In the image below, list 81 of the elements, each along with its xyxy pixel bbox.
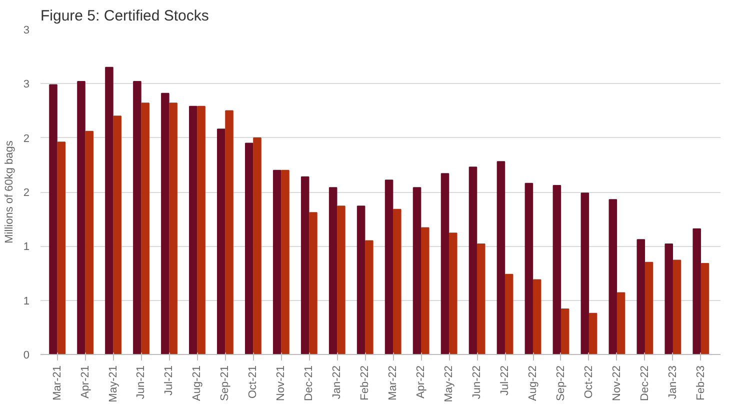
x-tick-label: Jul-21: [163, 365, 176, 396]
bar: [189, 106, 198, 354]
bar: [244, 142, 254, 354]
bar: [328, 187, 338, 354]
y-tick-label: 1: [23, 295, 30, 308]
x-tick-label: Jun-21: [135, 365, 148, 400]
bar: [161, 92, 170, 354]
x-tick-label: Feb-22: [359, 365, 372, 400]
x-tick-label: Oct-22: [582, 365, 595, 399]
x-tick-label: Sep-22: [554, 365, 567, 401]
bar: [692, 228, 701, 354]
x-tick-label: Jan-23: [666, 365, 679, 400]
bar: [636, 239, 646, 354]
bar: [384, 180, 394, 354]
y-tick-label: 0: [23, 350, 30, 362]
x-tick-label: Apr-22: [415, 365, 428, 399]
x-tick-label: Feb-23: [694, 365, 707, 400]
bar: [281, 170, 290, 354]
bar: [476, 244, 486, 354]
bar: [532, 279, 542, 354]
bar: [356, 206, 366, 354]
y-tick-label: 3: [23, 24, 30, 36]
bar: [440, 173, 450, 354]
x-tick-label: Oct-21: [247, 365, 260, 399]
bar: [105, 66, 114, 354]
x-tick-label: Apr-21: [79, 365, 92, 399]
bar: [57, 142, 66, 354]
bar: [588, 312, 598, 354]
bar: [169, 102, 178, 354]
bar: [448, 232, 458, 354]
bar: [272, 170, 282, 354]
y-tick-label: 2: [23, 187, 30, 199]
x-tick-label: Jun-22: [471, 365, 484, 400]
bar: [608, 199, 618, 354]
bar: [504, 274, 514, 354]
bar: [113, 116, 122, 354]
bar: [133, 81, 142, 354]
bar: [253, 137, 262, 354]
bar: [552, 185, 562, 354]
x-tick-label: Jul-22: [499, 365, 512, 396]
x-tick-label: Dec-21: [303, 365, 316, 401]
bar: [393, 208, 402, 354]
bar: [216, 128, 226, 354]
y-tick-label: 1: [23, 241, 30, 254]
bar: [225, 110, 234, 354]
bar: [468, 166, 478, 354]
bar: [49, 84, 58, 354]
x-tick-label: Aug-21: [191, 365, 204, 401]
x-tick-label: Dec-22: [638, 365, 651, 401]
x-tick-label: Nov-22: [610, 365, 623, 401]
x-tick-label: Sep-21: [219, 365, 232, 401]
y-tick-label: 3: [23, 78, 30, 91]
bar: [300, 176, 310, 354]
bar: [85, 130, 94, 354]
bar: [524, 182, 534, 354]
bar: [77, 81, 86, 354]
bar: [664, 244, 674, 354]
y-tick-label: 2: [23, 132, 30, 145]
bar: [420, 227, 430, 354]
x-tick-label: Aug-22: [527, 365, 540, 401]
bar: [644, 262, 654, 354]
bar: [580, 192, 590, 354]
y-axis-title: Millions of 60kg bags: [3, 140, 16, 244]
chart-title: Figure 5: Certified Stocks: [40, 8, 209, 24]
bar: [412, 187, 422, 354]
x-tick-label: May-21: [107, 365, 120, 402]
bar: [700, 263, 710, 354]
bar: [197, 106, 206, 354]
x-tick-label: Jan-22: [331, 365, 344, 400]
bar: [496, 161, 506, 354]
bar: [672, 260, 682, 354]
x-tick-label: Mar-21: [51, 366, 64, 400]
bar: [616, 292, 626, 354]
x-tick-label: May-22: [443, 365, 456, 402]
bar: [337, 206, 346, 354]
bar: [560, 308, 570, 354]
x-tick-label: Mar-22: [387, 366, 400, 400]
bar: [141, 102, 150, 354]
x-tick-label: Nov-21: [275, 365, 288, 401]
bar: [365, 240, 374, 354]
bar: [309, 212, 318, 354]
